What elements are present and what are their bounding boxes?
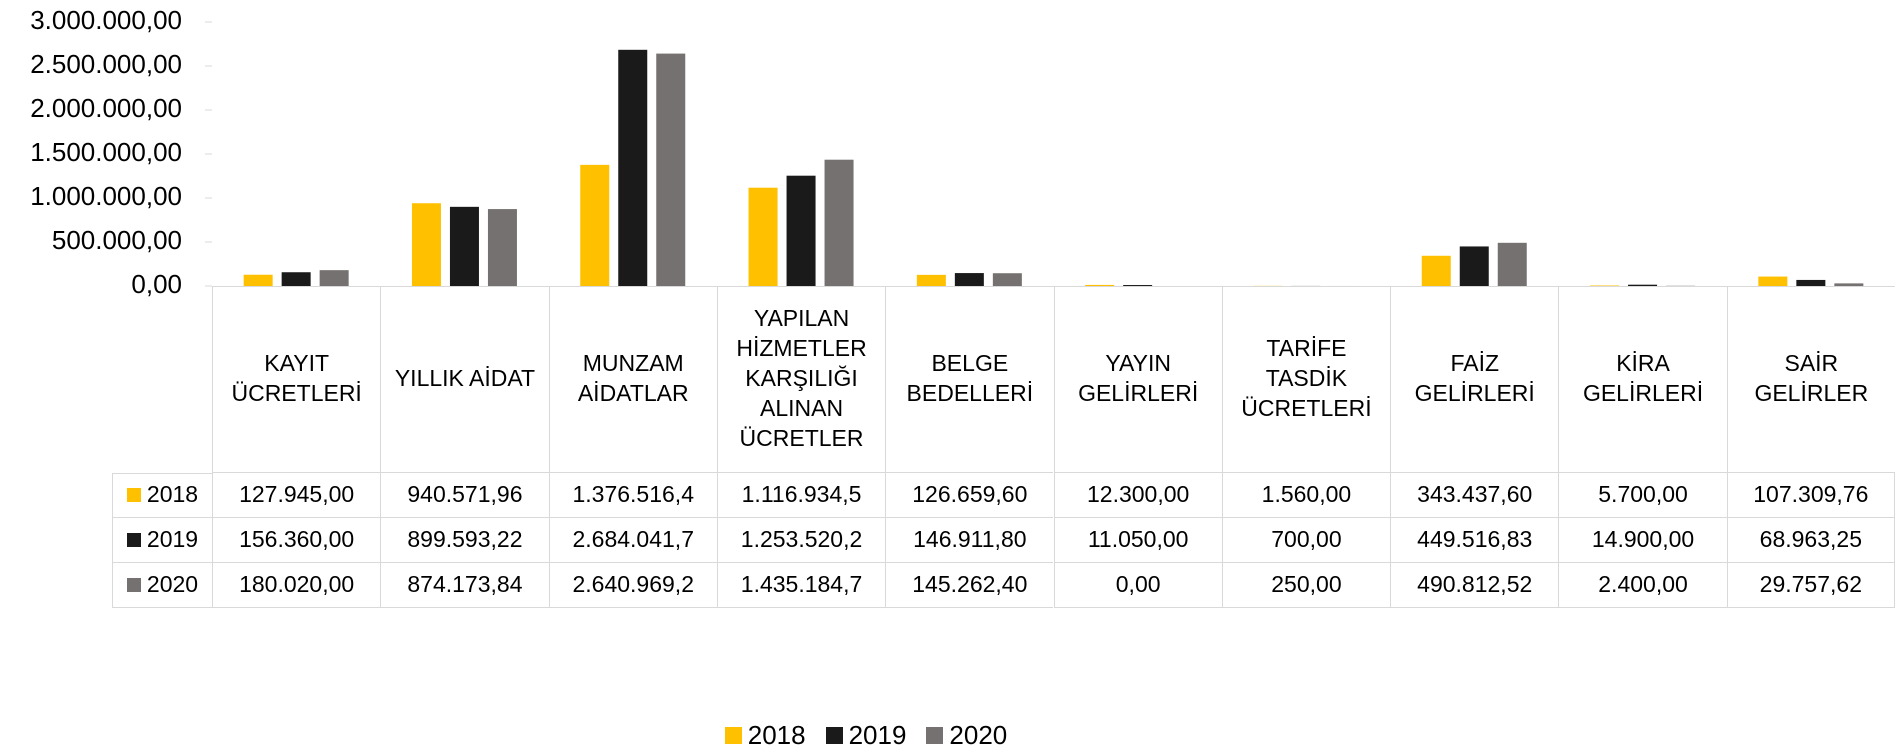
legend-label: 2020 [146, 571, 199, 598]
table-value: 700,00 [1221, 518, 1391, 563]
bar [487, 209, 517, 286]
category-label: YAPILAN HİZMETLER KARŞILIĞI ALINAN ÜCRET… [716, 286, 886, 473]
table-value: 1.116.934,5 [716, 473, 886, 518]
bar [1085, 284, 1115, 286]
table-top-border [112, 473, 212, 474]
y-tick-label: 0,00 [131, 269, 182, 299]
table-value: 146.911,80 [885, 518, 1054, 563]
table-value: 2.640.969,2 [548, 563, 717, 608]
table-value: 0,00 [1053, 563, 1222, 608]
category-label: KAYIT ÜCRETLERİ [212, 286, 381, 473]
table-value: 29.757,62 [1726, 563, 1895, 608]
table-value: 1.560,00 [1221, 473, 1391, 518]
bar [954, 273, 984, 286]
bar [1590, 285, 1620, 286]
table-value: 107.309,76 [1726, 473, 1895, 518]
legend-item: 2020 [926, 720, 1007, 751]
table-value: 940.571,96 [380, 473, 549, 518]
y-tick-label: 3.000.000,00 [30, 5, 182, 35]
category-label: SAİR GELİRLER [1726, 286, 1895, 473]
bar [411, 203, 441, 286]
y-tick-label: 500.000,00 [52, 225, 182, 255]
table-value: 12.300,00 [1053, 473, 1222, 518]
table-value: 2.400,00 [1558, 563, 1727, 608]
table-value: 14.900,00 [1558, 518, 1727, 563]
category-label: BELGE BEDELLERİ [885, 286, 1054, 473]
bar [916, 274, 946, 286]
bar [1123, 285, 1153, 286]
table-value: 11.050,00 [1053, 518, 1222, 563]
bar [319, 270, 349, 286]
table-legend-cell: 2020 [112, 563, 212, 608]
table-legend-cell: 2018 [112, 473, 212, 518]
legend-item: 2018 [724, 720, 806, 751]
table-value: 490.812,52 [1390, 563, 1559, 608]
table-value: 68.963,25 [1726, 518, 1895, 563]
table-value: 250,00 [1221, 563, 1391, 608]
bar [786, 175, 816, 286]
bar [992, 273, 1022, 286]
table-value: 5.700,00 [1558, 473, 1727, 518]
legend-label: 2020 [949, 720, 1008, 750]
table-value: 874.173,84 [380, 563, 549, 608]
bar [1834, 283, 1864, 286]
table-value: 449.516,83 [1390, 518, 1559, 563]
table-value: 156.360,00 [212, 518, 381, 563]
legend-swatch [126, 488, 141, 502]
bar [1459, 246, 1489, 286]
category-label: YAYIN GELİRLERİ [1053, 286, 1222, 473]
table-value: 1.376.516,4 [548, 473, 717, 518]
table-value: 126.659,60 [885, 473, 1054, 518]
y-tick-label: 2.500.000,00 [30, 49, 182, 79]
legend-label: 2018 [747, 720, 806, 750]
table-value: 899.593,22 [380, 518, 549, 563]
table-value: 1.253.520,2 [716, 518, 886, 563]
table-value: 1.435.184,7 [716, 563, 886, 608]
category-label: MUNZAM AİDATLAR [548, 286, 717, 473]
bar [243, 274, 273, 286]
category-label: YILLIK AİDAT [380, 286, 549, 473]
legend-swatch [126, 533, 141, 547]
bar [748, 187, 778, 286]
bar [281, 272, 311, 286]
legend-item: 2019 [825, 720, 907, 751]
legend-swatch [126, 578, 141, 592]
legend: 2018 2019 2020 [0, 720, 1902, 751]
y-tick-label: 1.000.000,00 [30, 181, 182, 211]
legend-swatch [825, 727, 843, 744]
table-value: 127.945,00 [212, 473, 381, 518]
y-tick-label: 2.000.000,00 [30, 93, 182, 123]
category-label: TARİFE TASDİK ÜCRETLERİ [1221, 286, 1391, 473]
bar [1758, 276, 1788, 286]
bar [824, 159, 854, 286]
bar [1421, 255, 1451, 286]
legend-swatch [724, 727, 742, 744]
legend-label: 2019 [848, 720, 907, 750]
bar [449, 206, 479, 286]
y-tick-label: 1.500.000,00 [30, 137, 182, 167]
bar [656, 53, 686, 286]
table-value: 145.262,40 [885, 563, 1054, 608]
table-value: 180.020,00 [212, 563, 381, 608]
legend-swatch [926, 727, 944, 744]
legend-label: 2018 [146, 481, 199, 508]
bar [618, 49, 648, 287]
bar [580, 164, 610, 286]
bar [1628, 284, 1658, 286]
table-value: 343.437,60 [1390, 473, 1559, 518]
legend-label: 2019 [146, 526, 199, 553]
table-legend-cell: 2019 [112, 518, 212, 563]
table-value: 2.684.041,7 [548, 518, 717, 563]
bar [1796, 279, 1826, 286]
category-label: FAİZ GELİRLERİ [1390, 286, 1559, 473]
category-label: KİRA GELİRLERİ [1558, 286, 1727, 473]
bar [1497, 242, 1527, 286]
